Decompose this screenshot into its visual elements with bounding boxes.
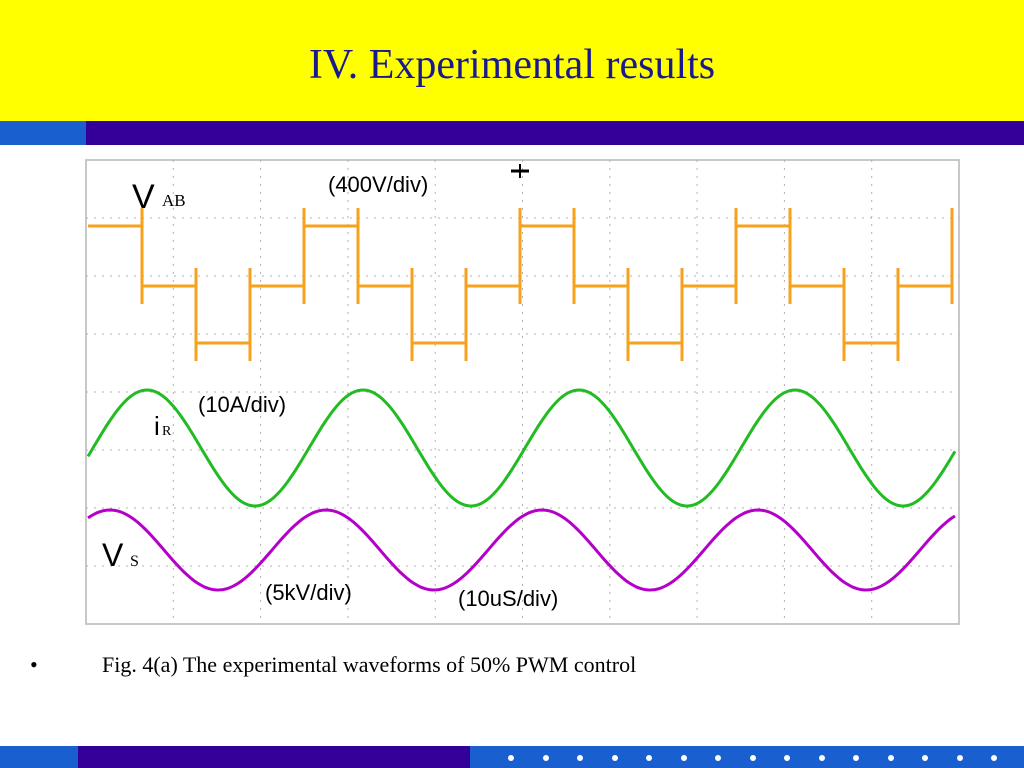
decorative-dot-icon [922,755,928,761]
vab-scale-label: (400V/div) [328,172,428,197]
bottom-stripe-blue-right [470,746,1024,768]
decorative-dot-icon [853,755,859,761]
decorative-dot-icon [680,755,687,761]
vab-label-sub: AB [162,191,186,210]
decorative-dot-icon [749,755,756,761]
decorative-dot-icon [784,755,790,761]
figure-caption: Fig. 4(a) The experimental waveforms of … [102,652,637,677]
decorative-dot-icon [577,755,583,761]
caption-row: • Fig. 4(a) The experimental waveforms o… [30,652,1010,682]
decorative-dot-icon [956,755,963,761]
top-stripe-purple [86,121,1024,145]
ir-trace [86,388,957,508]
oscilloscope-display: V AB (400V/div) i R (10A/div) V S (5kV/d… [85,159,960,625]
vs-trace [87,508,956,592]
vs-label-main: V [102,537,124,573]
vab-label-main: V [132,178,155,216]
decorative-dot-icon [542,755,549,761]
bottom-stripe-purple [78,746,470,768]
ir-scale-label: (10A/div) [198,392,286,417]
vs-label-sub: S [130,553,139,570]
bottom-stripe-blue-left [0,746,78,768]
decorative-dot-icon [715,755,721,761]
decorative-dot-icon [991,755,997,761]
decorative-dot-icon [887,755,894,761]
top-stripe-blue [0,121,86,145]
ir-label-sub: R [162,424,172,439]
bullet-icon: • [30,652,38,677]
decorative-dot-icon [508,755,514,761]
decorative-dot-icon [818,755,825,761]
decorative-dot-icon [611,755,618,761]
vs-scale-label: (5kV/div) [265,580,352,605]
time-scale-label: (10uS/div) [458,586,558,611]
trigger-marker-icon [511,164,529,178]
ir-label-main: i [154,411,160,441]
vab-trace [88,208,954,361]
decorative-dot-icon [646,755,652,761]
title-band [0,0,1024,121]
slide-title: IV. Experimental results [308,42,716,88]
